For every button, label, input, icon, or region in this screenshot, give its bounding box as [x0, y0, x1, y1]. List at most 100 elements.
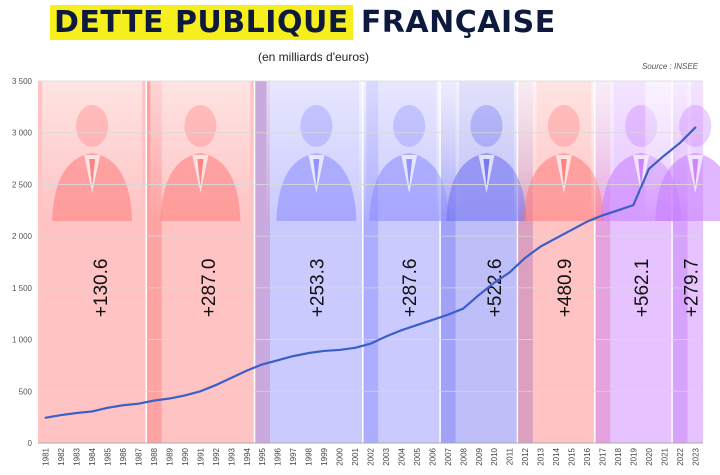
photo-head [393, 105, 426, 147]
x-axis: 1981 1982 1983 1984 1985 1986 1987 1988 1989 1990… [42, 447, 701, 465]
x-tick-label: 1993 [227, 447, 236, 465]
x-tick-label: 2015 [568, 447, 577, 465]
president-photo-1 [150, 81, 251, 221]
x-tick-label: 1992 [212, 447, 221, 465]
data-point-2002 [369, 343, 372, 345]
data-point-2003 [385, 335, 387, 338]
photo-head [679, 105, 712, 147]
y-axis: 0 500 1 000 1 500 2 000 2 500 3 000 3 500 [12, 77, 703, 448]
debt-line [44, 126, 697, 419]
x-tick-label: 2013 [537, 447, 546, 465]
y-tick-label: 3 500 [12, 77, 33, 86]
data-point-1992 [215, 384, 217, 386]
x-tick-label: 2003 [382, 447, 391, 465]
data-point-2020 [648, 168, 650, 170]
data-point-1988 [153, 399, 155, 402]
data-point-1991 [199, 390, 201, 392]
x-tick-label: 2000 [336, 447, 345, 465]
data-point-2023 [694, 126, 696, 129]
data-point-2013 [540, 245, 542, 248]
data-point-2012 [524, 257, 526, 259]
period-increase-label: +253.3 [307, 259, 328, 318]
photo-head [184, 105, 217, 147]
x-tick-label: 1988 [150, 447, 159, 465]
title-highlight: DETTE PUBLIQUE [50, 5, 353, 40]
data-point-2005 [416, 324, 418, 326]
data-point-1982 [60, 414, 62, 416]
photo-head [470, 105, 503, 147]
president-photo-2 [266, 81, 367, 221]
photo-shoulders [655, 153, 720, 221]
data-point-2021 [663, 154, 665, 157]
x-tick-label: 2017 [598, 447, 607, 465]
x-tick-label: 2009 [475, 447, 484, 465]
y-tick-label: 1 000 [12, 336, 33, 345]
photo-tie [483, 159, 490, 187]
x-tick-label: 1984 [88, 447, 97, 465]
photo-tie [692, 159, 699, 187]
period-increase-label: +562.1 [632, 259, 653, 318]
president-photo-0 [42, 81, 143, 221]
data-point-2007 [447, 314, 449, 316]
period-increase-label: +130.6 [91, 259, 112, 318]
data-point-1997 [292, 355, 294, 357]
x-tick-label: 2006 [428, 447, 437, 465]
x-tick-label: 1999 [320, 447, 329, 465]
chart-subtitle: (en milliards d'euros) [258, 50, 369, 64]
x-tick-label: 1986 [119, 447, 128, 465]
x-tick-label: 1995 [258, 447, 267, 465]
data-point-2018 [617, 209, 619, 211]
data-point-2009 [478, 294, 480, 296]
x-tick-label: 1989 [165, 447, 174, 465]
period-increase-label: +287.6 [400, 259, 421, 318]
photo-head [300, 105, 333, 147]
x-tick-label: 2004 [397, 447, 406, 465]
x-tick-label: 1983 [73, 447, 82, 465]
page-title: DETTE PUBLIQUE FRANÇAISE [50, 4, 556, 42]
data-point-2015 [570, 229, 573, 231]
y-tick-label: 500 [19, 387, 33, 396]
photo-tie [89, 159, 96, 187]
photo-tie [313, 159, 320, 187]
president-photos [42, 81, 720, 221]
data-point-1993 [230, 377, 232, 379]
photo-tie [406, 159, 413, 187]
data-point-1981 [45, 417, 47, 419]
data-point-2001 [354, 347, 356, 349]
period-increase-label: +279.7 [681, 259, 702, 318]
title-rest: FRANÇAISE [360, 5, 556, 40]
data-point-1984 [91, 410, 93, 413]
x-tick-label: 2008 [459, 447, 468, 465]
data-point-1995 [261, 363, 263, 365]
data-point-2010 [493, 282, 495, 284]
x-tick-label: 2019 [629, 447, 638, 465]
y-tick-label: 2 000 [12, 232, 33, 241]
x-tick-label: 2021 [660, 447, 669, 465]
x-tick-label: 2020 [645, 447, 654, 465]
x-tick-label: 1994 [243, 447, 252, 465]
period-increase-label: +522.6 [485, 259, 506, 318]
y-tick-label: 3 000 [12, 129, 33, 138]
source-note: Source : INSEE [641, 62, 698, 71]
x-tick-label: 1998 [305, 447, 314, 465]
period-labels: +130.6 +287.0 +253.3 +287.6 +522.6 +480.9 +562… [91, 259, 702, 318]
data-point-2022 [679, 142, 681, 144]
x-tick-label: 2011 [506, 447, 515, 465]
x-tick-label: 1990 [181, 447, 190, 465]
data-point-1994 [246, 370, 248, 372]
data-point-1999 [323, 350, 325, 352]
period-increase-label: +287.0 [199, 259, 220, 318]
x-tick-label: 1987 [135, 447, 144, 465]
period-increase-label: +480.9 [555, 259, 576, 318]
data-point-1989 [168, 397, 171, 400]
x-tick-label: 1985 [104, 447, 113, 465]
x-tick-label: 1997 [289, 447, 298, 465]
data-point-1998 [308, 352, 310, 354]
data-point-1996 [277, 359, 279, 361]
data-point-2008 [462, 307, 464, 310]
president-photo-7 [645, 81, 720, 221]
photo-head [547, 105, 580, 147]
data-point-2006 [431, 319, 433, 321]
x-tick-label: 2010 [490, 447, 499, 465]
photo-tie [638, 159, 645, 187]
